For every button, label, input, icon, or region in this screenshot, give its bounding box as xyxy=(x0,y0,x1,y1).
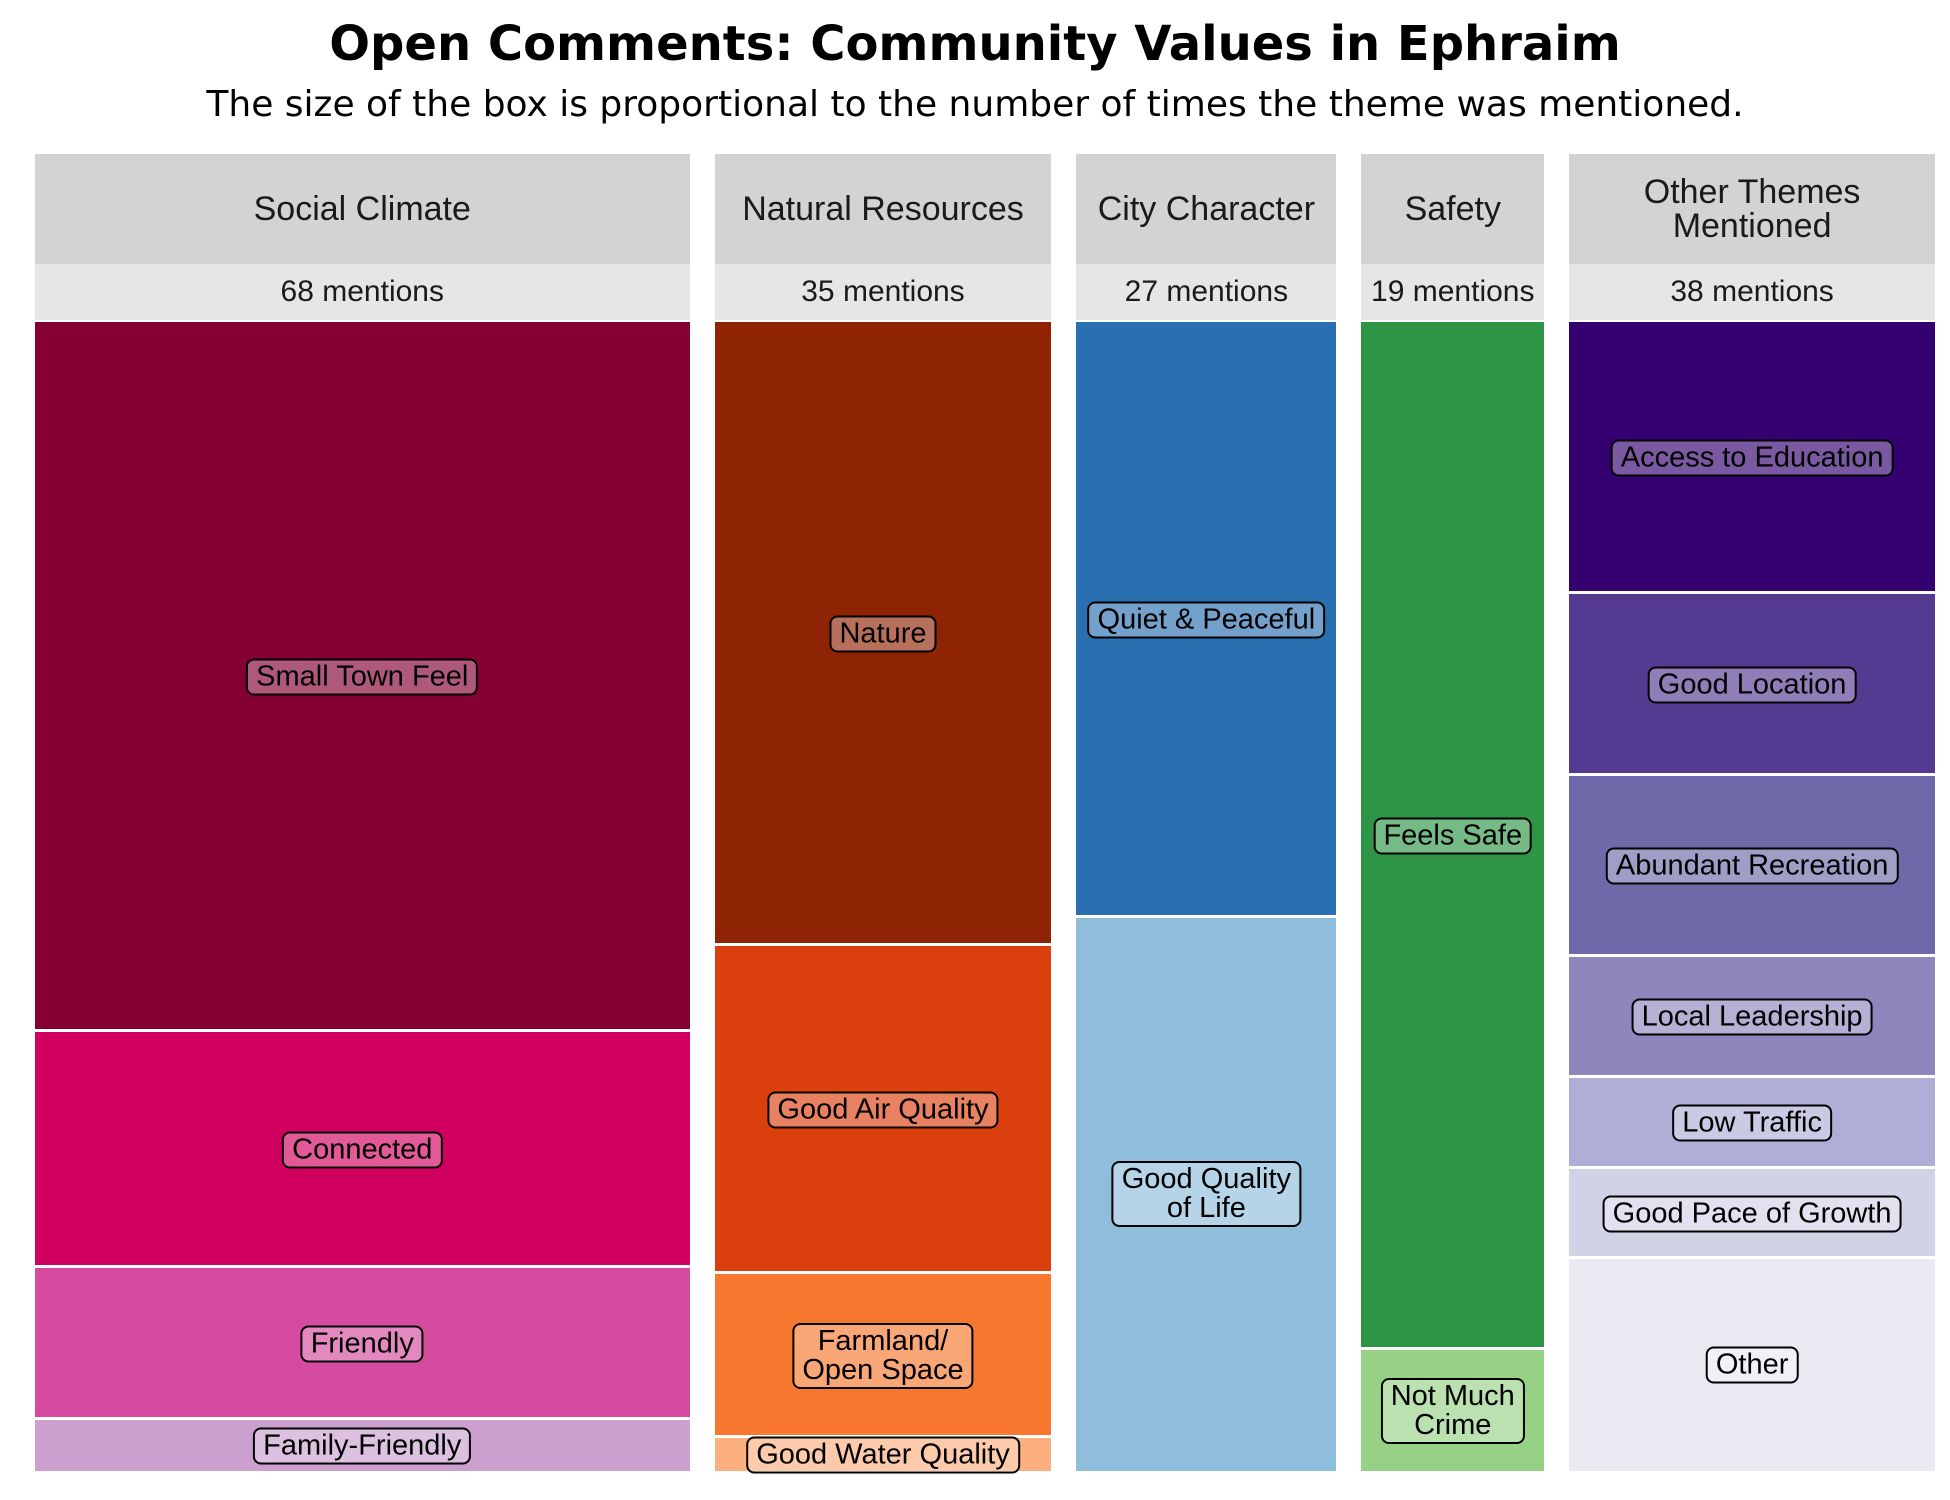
segment-label: Abundant Recreation xyxy=(1605,847,1899,885)
facet-total: 19 mentions xyxy=(1361,264,1545,320)
segment-label: Small Town Feel xyxy=(246,658,479,696)
facet-total: 27 mentions xyxy=(1076,264,1337,320)
facet-total: 38 mentions xyxy=(1569,264,1935,320)
segment-label: Low Traffic xyxy=(1672,1104,1832,1142)
segment-label: Good Quality of Life xyxy=(1111,1161,1302,1228)
chart-subtitle: The size of the box is proportional to t… xyxy=(206,84,1744,125)
segment-label: Nature xyxy=(829,615,937,653)
segment-label: Local Leadership xyxy=(1631,998,1873,1036)
facet-header: City Character xyxy=(1076,154,1337,264)
segment-label: Good Pace of Growth xyxy=(1602,1195,1902,1233)
segment-label: Quiet & Peaceful xyxy=(1087,601,1326,639)
segment-label: Good Water Quality xyxy=(746,1436,1020,1474)
segment xyxy=(714,1438,1052,1471)
segment-label: Connected xyxy=(282,1131,443,1169)
segment xyxy=(1076,917,1337,1471)
segment xyxy=(1569,956,1935,1078)
segment xyxy=(1361,322,1545,1351)
segment xyxy=(714,322,1052,946)
segment-label: Family-Friendly xyxy=(253,1427,472,1465)
segment-label: Farmland/ Open Space xyxy=(792,1323,974,1390)
segment-label: Good Location xyxy=(1647,666,1857,704)
segment xyxy=(714,945,1052,1275)
facet-total: 35 mentions xyxy=(714,264,1052,320)
segment xyxy=(1569,1077,1935,1169)
facet-total: 68 mentions xyxy=(35,264,690,320)
segment xyxy=(1569,1168,1935,1260)
segment xyxy=(1569,594,1935,776)
chart-title: Open Comments: Community Values in Ephra… xyxy=(329,16,1621,72)
facet-header: Safety xyxy=(1361,154,1545,264)
segment-label: Not Much Crime xyxy=(1380,1377,1525,1444)
segment xyxy=(1569,1259,1935,1471)
segment xyxy=(1569,322,1935,595)
segment-label: Access to Education xyxy=(1610,439,1894,477)
facet-header: Social Climate xyxy=(35,154,690,264)
segment xyxy=(35,1031,690,1269)
facet-header: Other Themes Mentioned xyxy=(1569,154,1935,264)
segment-label: Feels Safe xyxy=(1373,817,1533,855)
facet-header: Natural Resources xyxy=(714,154,1052,264)
segment xyxy=(1076,322,1337,918)
segment xyxy=(1361,1350,1545,1471)
segment-label: Friendly xyxy=(300,1325,424,1363)
segment xyxy=(35,322,690,1032)
segment xyxy=(1569,775,1935,957)
segment xyxy=(35,1268,690,1421)
segment-label: Other xyxy=(1705,1346,1799,1384)
segment-label: Good Air Quality xyxy=(767,1091,999,1129)
